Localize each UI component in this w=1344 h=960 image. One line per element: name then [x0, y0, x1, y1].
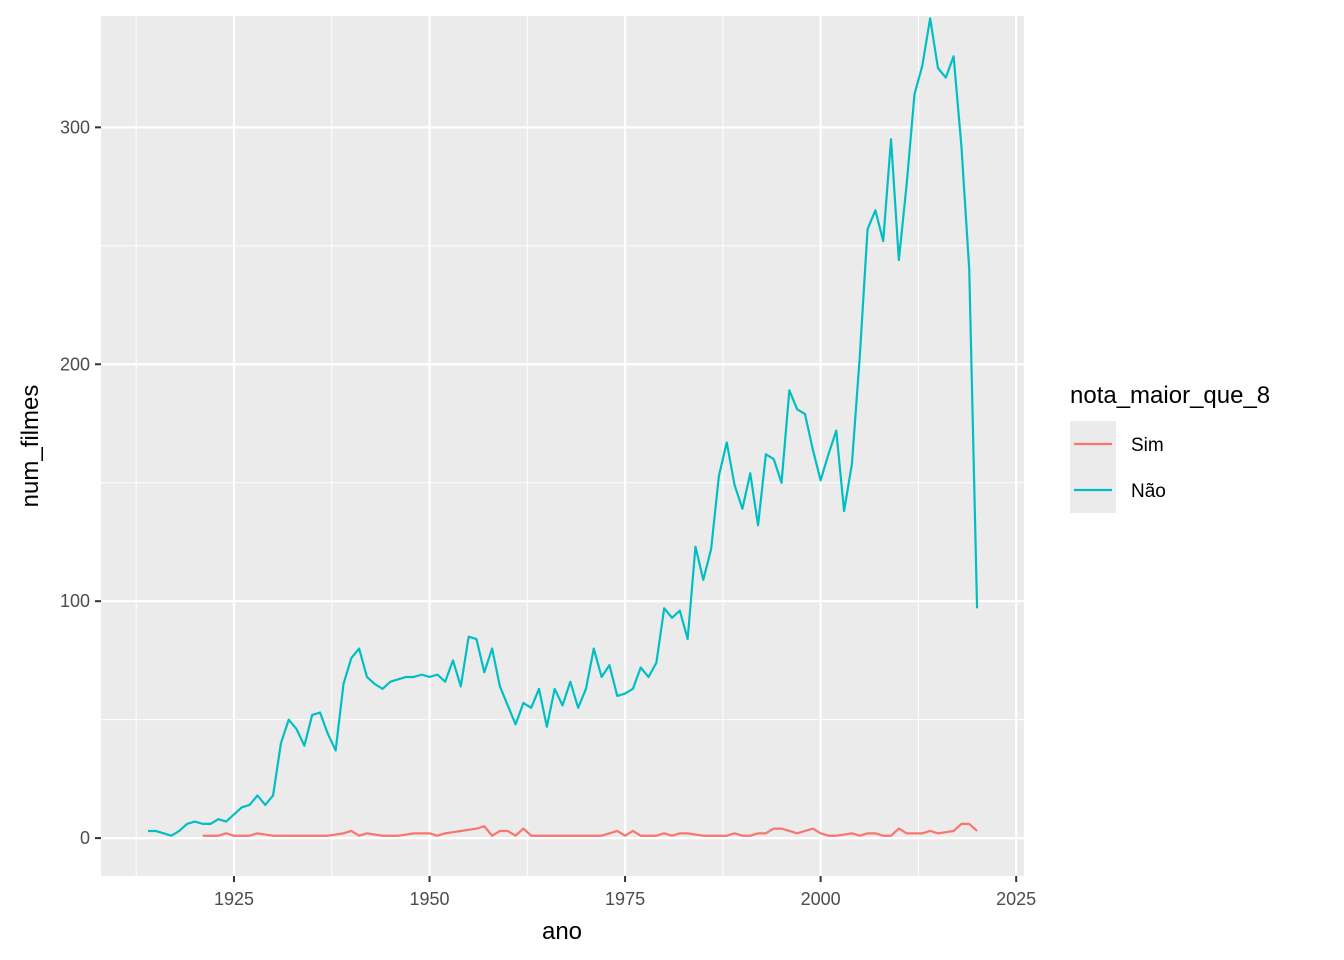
x-axis-title: ano [542, 918, 582, 945]
legend-items: Sim Não [1074, 435, 1166, 502]
y-tick-label: 300 [60, 117, 90, 137]
x-tick-label: 1975 [605, 889, 645, 909]
plot-background [101, 16, 1024, 876]
x-tick-label: 2000 [801, 889, 841, 909]
legend-keys-background [1070, 421, 1116, 513]
grid-major [101, 16, 1024, 876]
legend: nota_maior_que_8 Sim Não [1070, 382, 1270, 513]
x-tick-label: 1950 [410, 889, 450, 909]
y-tick-label: 100 [60, 591, 90, 611]
legend-label: Sim [1131, 435, 1164, 456]
series-layer [147, 17, 979, 837]
axis-ticks [95, 126, 1018, 882]
y-tick-labels: 0 100 200 300 [60, 117, 90, 848]
y-axis-title: num_filmes [17, 385, 44, 508]
y-tick-label: 0 [80, 828, 90, 848]
y-tick-label: 200 [60, 354, 90, 374]
grid-minor [101, 16, 1024, 876]
legend-title: nota_maior_que_8 [1070, 382, 1270, 409]
series-line-nao [147, 17, 979, 837]
x-tick-label: 2025 [996, 889, 1036, 909]
x-tick-label: 1925 [214, 889, 254, 909]
x-tick-labels: 1925 1950 1975 2000 2025 [214, 889, 1036, 909]
series-line-sim [202, 822, 978, 837]
legend-label: Não [1131, 481, 1166, 502]
